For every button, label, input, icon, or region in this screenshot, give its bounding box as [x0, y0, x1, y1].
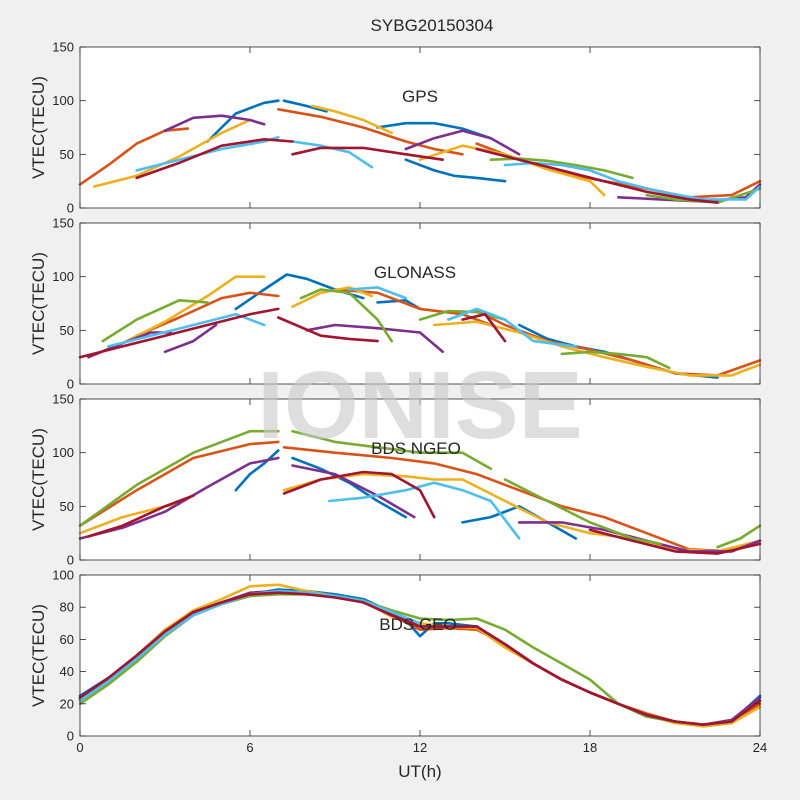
panel-3: 0 20 40 60 80 100 0 6 12 18 24 VTEC(TECU) BDS GEO — [29, 568, 767, 756]
series-line — [461, 504, 578, 540]
series-line — [291, 146, 445, 161]
series-line — [347, 286, 408, 300]
y-tick-label: 100 — [52, 568, 74, 583]
y-tick-label: 100 — [52, 445, 74, 460]
series-line — [327, 481, 521, 540]
y-tick-label: 0 — [67, 201, 74, 216]
panel-label: GPS — [402, 87, 438, 106]
x-tick-label: 6 — [246, 740, 253, 755]
series-line — [78, 307, 280, 359]
x-axis-label: UT(h) — [398, 762, 441, 781]
series-line — [276, 108, 464, 156]
series-line — [418, 309, 507, 321]
watermark: IONISE — [257, 352, 582, 459]
y-tick-label: 100 — [52, 269, 74, 284]
series-line — [92, 118, 252, 188]
series-line — [503, 478, 663, 546]
series-line — [446, 307, 578, 348]
series-line — [276, 316, 379, 343]
y-tick-label: 40 — [60, 664, 74, 679]
figure-title: SYBG20150304 — [371, 16, 494, 35]
plot-area — [80, 47, 760, 208]
panel-1: 0 50 100 150 VTEC(TECU) GLONASS — [29, 216, 762, 392]
series-line — [78, 502, 181, 535]
series-line — [503, 161, 762, 201]
series-line — [234, 449, 280, 492]
series-line — [461, 312, 507, 343]
plot-area — [80, 575, 760, 736]
series-line — [78, 440, 280, 528]
panel-label: BDS GEO — [379, 615, 456, 634]
series-line — [78, 591, 762, 727]
series-line — [163, 114, 266, 132]
series-line — [305, 323, 445, 354]
y-tick-label: 50 — [60, 147, 74, 162]
y-tick-label: 150 — [52, 40, 74, 55]
panel-2: 0 50 100 150 VTEC(TECU) BDS NGEO — [29, 392, 762, 568]
series-line — [404, 158, 507, 183]
y-axis-label: VTEC(TECU) — [29, 76, 48, 179]
y-axis-label: VTEC(TECU) — [29, 252, 48, 355]
x-tick-label: 12 — [413, 740, 427, 755]
series-line — [404, 129, 521, 156]
series-line — [291, 429, 493, 471]
series-line — [206, 99, 280, 143]
panels: 0 50 100 150 VTEC(TECU) GPS 0 50 100 150 VTEC(TECU… — [29, 40, 767, 756]
y-tick-label: 100 — [52, 93, 74, 108]
x-tick-label: 24 — [753, 740, 767, 755]
y-tick-label: 150 — [52, 392, 74, 407]
panel-label: BDS NGEO — [371, 439, 461, 458]
y-tick-label: 80 — [60, 600, 74, 615]
series-line — [310, 104, 394, 135]
x-tick-label: 18 — [583, 740, 597, 755]
x-tick-label: 0 — [76, 740, 83, 755]
series-line — [376, 121, 493, 140]
y-tick-label: 50 — [60, 323, 74, 338]
series-line — [135, 138, 294, 180]
series-line — [135, 291, 280, 338]
series-line — [475, 147, 719, 204]
y-axis-label: VTEC(TECU) — [29, 428, 48, 531]
y-tick-label: 150 — [52, 216, 74, 231]
series-line — [78, 127, 189, 186]
series-line — [163, 323, 218, 354]
series-line — [432, 320, 762, 377]
series-line — [299, 288, 394, 343]
y-tick-label: 60 — [60, 632, 74, 647]
panel-label: GLONASS — [374, 263, 456, 282]
series-line — [282, 99, 328, 113]
series-line — [282, 470, 436, 519]
series-line — [560, 350, 671, 370]
series-line — [78, 429, 280, 528]
series-line — [282, 472, 762, 553]
series-line — [87, 494, 195, 538]
series-line — [291, 464, 416, 519]
series-line — [588, 528, 762, 555]
y-tick-label: 50 — [60, 499, 74, 514]
y-axis-label: VTEC(TECU) — [29, 604, 48, 707]
y-tick-label: 0 — [67, 377, 74, 392]
series-line — [101, 298, 209, 343]
series-line — [716, 524, 762, 549]
y-tick-label: 20 — [60, 696, 74, 711]
y-tick-label: 0 — [67, 553, 74, 568]
series-line — [107, 312, 266, 348]
y-tick-label: 0 — [67, 729, 74, 744]
panel-0: 0 50 100 150 VTEC(TECU) GPS — [29, 40, 762, 216]
